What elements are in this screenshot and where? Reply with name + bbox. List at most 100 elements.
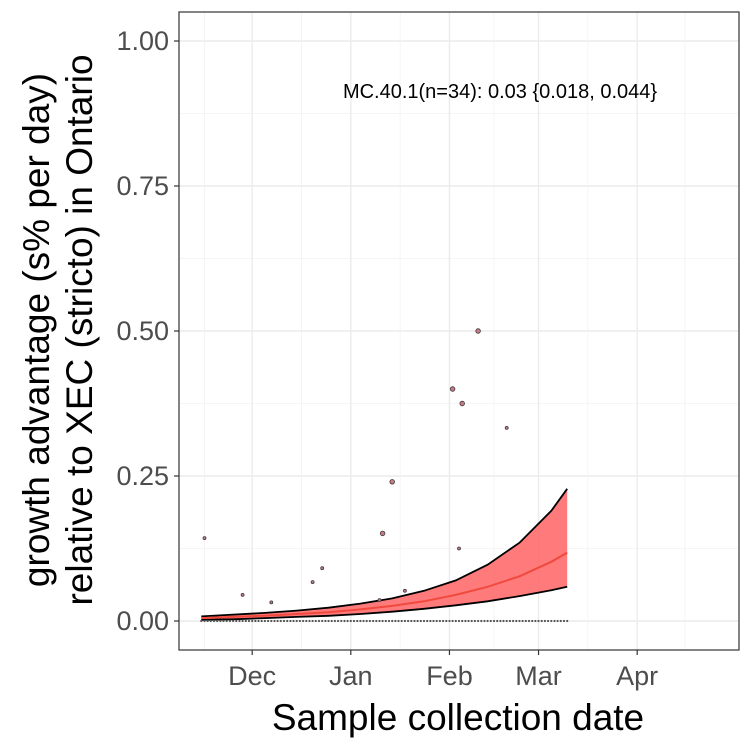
zero-proportion-point (305, 619, 308, 623)
zero-proportion-point (247, 619, 251, 623)
observed-proportion-point (202, 536, 207, 540)
zero-proportion-point (400, 619, 403, 623)
zero-proportion-point (270, 619, 273, 623)
y-tick-label: 0.50 (116, 316, 169, 346)
zero-proportion-point (518, 619, 521, 623)
zero-proportion-point (394, 619, 397, 623)
observed-proportion-point (269, 600, 274, 605)
zero-proportion-point (244, 619, 247, 623)
zero-proportion-point (543, 619, 547, 623)
zero-proportion-point (521, 619, 524, 623)
x-tick-label: Feb (426, 661, 473, 691)
zero-proportion-point (292, 619, 295, 623)
zero-proportion-point (295, 619, 298, 623)
zero-proportion-point (330, 619, 333, 623)
confidence-ribbon-layer (201, 488, 568, 621)
zero-proportion-point (556, 619, 559, 623)
zero-proportion-point (372, 619, 375, 623)
zero-proportion-point (308, 619, 311, 623)
zero-proportion-point (206, 619, 209, 623)
zero-proportion-point (260, 619, 263, 623)
zero-proportion-point (333, 619, 336, 623)
zero-proportion-point (451, 619, 454, 623)
zero-proportion-point (368, 619, 371, 623)
zero-proportion-point (473, 619, 476, 623)
zero-proportion-point (413, 619, 416, 623)
zero-proportion-point (282, 619, 286, 623)
x-tick-label: Dec (228, 661, 276, 691)
zero-proportion-point (200, 619, 203, 623)
zero-proportion-point (559, 619, 562, 623)
x-tick-label: Mar (515, 661, 562, 691)
zero-proportion-point (378, 619, 381, 623)
zero-proportion-point (352, 619, 356, 623)
fitted-mean-line (201, 551, 568, 620)
zero-proportion-point (531, 619, 534, 623)
growth-estimate-annotation: MC.40.1(n=34): 0.03 {0.018, 0.044} (343, 81, 657, 103)
zero-proportion-point (454, 619, 457, 623)
zero-proportion-point (387, 619, 391, 623)
zero-proportion-point (511, 619, 515, 623)
y-axis-title-line2: relative to XEC (stricto) in Ontario (59, 54, 100, 605)
y-tick-label: 0.00 (116, 606, 169, 636)
zero-proportion-point (457, 619, 461, 623)
zero-proportion-point (298, 619, 301, 623)
zero-proportion-point (486, 619, 489, 623)
zero-proportion-point (391, 619, 394, 623)
zero-proportion-point (384, 619, 387, 623)
zero-proportion-point (429, 619, 432, 623)
zero-proportion-point (209, 619, 212, 623)
observed-proportion-point (379, 530, 386, 537)
observed-proportion-point (389, 479, 395, 485)
zero-proportion-point (273, 619, 276, 623)
zero-proportion-point (397, 619, 400, 623)
observed-proportion-point (402, 588, 407, 593)
x-tick-label: Apr (616, 661, 658, 691)
zero-proportion-point (419, 619, 422, 623)
zero-proportion-point (492, 619, 496, 623)
lower-bound-line (201, 585, 568, 621)
x-axis-title: Sample collection date (272, 697, 644, 738)
zero-proportion-point (216, 619, 219, 623)
zero-proportion-point (257, 619, 260, 623)
zero-proportion-point (553, 619, 556, 623)
confidence-ribbon (201, 488, 568, 620)
zero-proportion-point (241, 619, 244, 623)
zero-proportion-point (448, 619, 451, 623)
zero-proportion-point (359, 619, 362, 623)
zero-proportion-point (470, 619, 473, 623)
zero-proportion-point (212, 619, 216, 623)
zero-proportion-point (537, 619, 540, 623)
zero-proportion-point (499, 619, 502, 623)
zero-proportion-point (442, 619, 445, 623)
zero-proportion-point (346, 619, 349, 623)
zero-proportion-point (502, 619, 505, 623)
zero-proportion-point (403, 619, 406, 623)
zero-proportion-point (381, 619, 384, 623)
observed-proportion-point (377, 598, 382, 602)
zero-proportion-point (496, 619, 499, 623)
zero-proportion-point (566, 619, 569, 623)
zero-proportion-point (279, 619, 282, 623)
zero-proportion-point (232, 619, 235, 623)
zero-proportion-point (324, 619, 327, 623)
zero-proportion-point (540, 619, 543, 623)
y-tick-label: 0.25 (116, 461, 169, 491)
zero-proportion-point (407, 619, 410, 623)
zero-proportion-point (464, 619, 467, 623)
y-tick-label: 1.00 (116, 26, 169, 56)
zero-proportion-point (527, 619, 531, 623)
observed-proportion-point (457, 546, 461, 551)
zero-proportion-point (349, 619, 352, 623)
zero-proportion-point (251, 619, 254, 623)
zero-proportion-point (365, 619, 368, 623)
zero-proportion-point (534, 619, 537, 623)
zero-proportion-point (438, 619, 441, 623)
zero-proportion-point (515, 619, 518, 623)
zero-proportion-point (524, 619, 527, 623)
zero-proportion-point (263, 619, 266, 623)
zero-proportion-point (435, 619, 438, 623)
zero-proportion-point (480, 619, 483, 623)
